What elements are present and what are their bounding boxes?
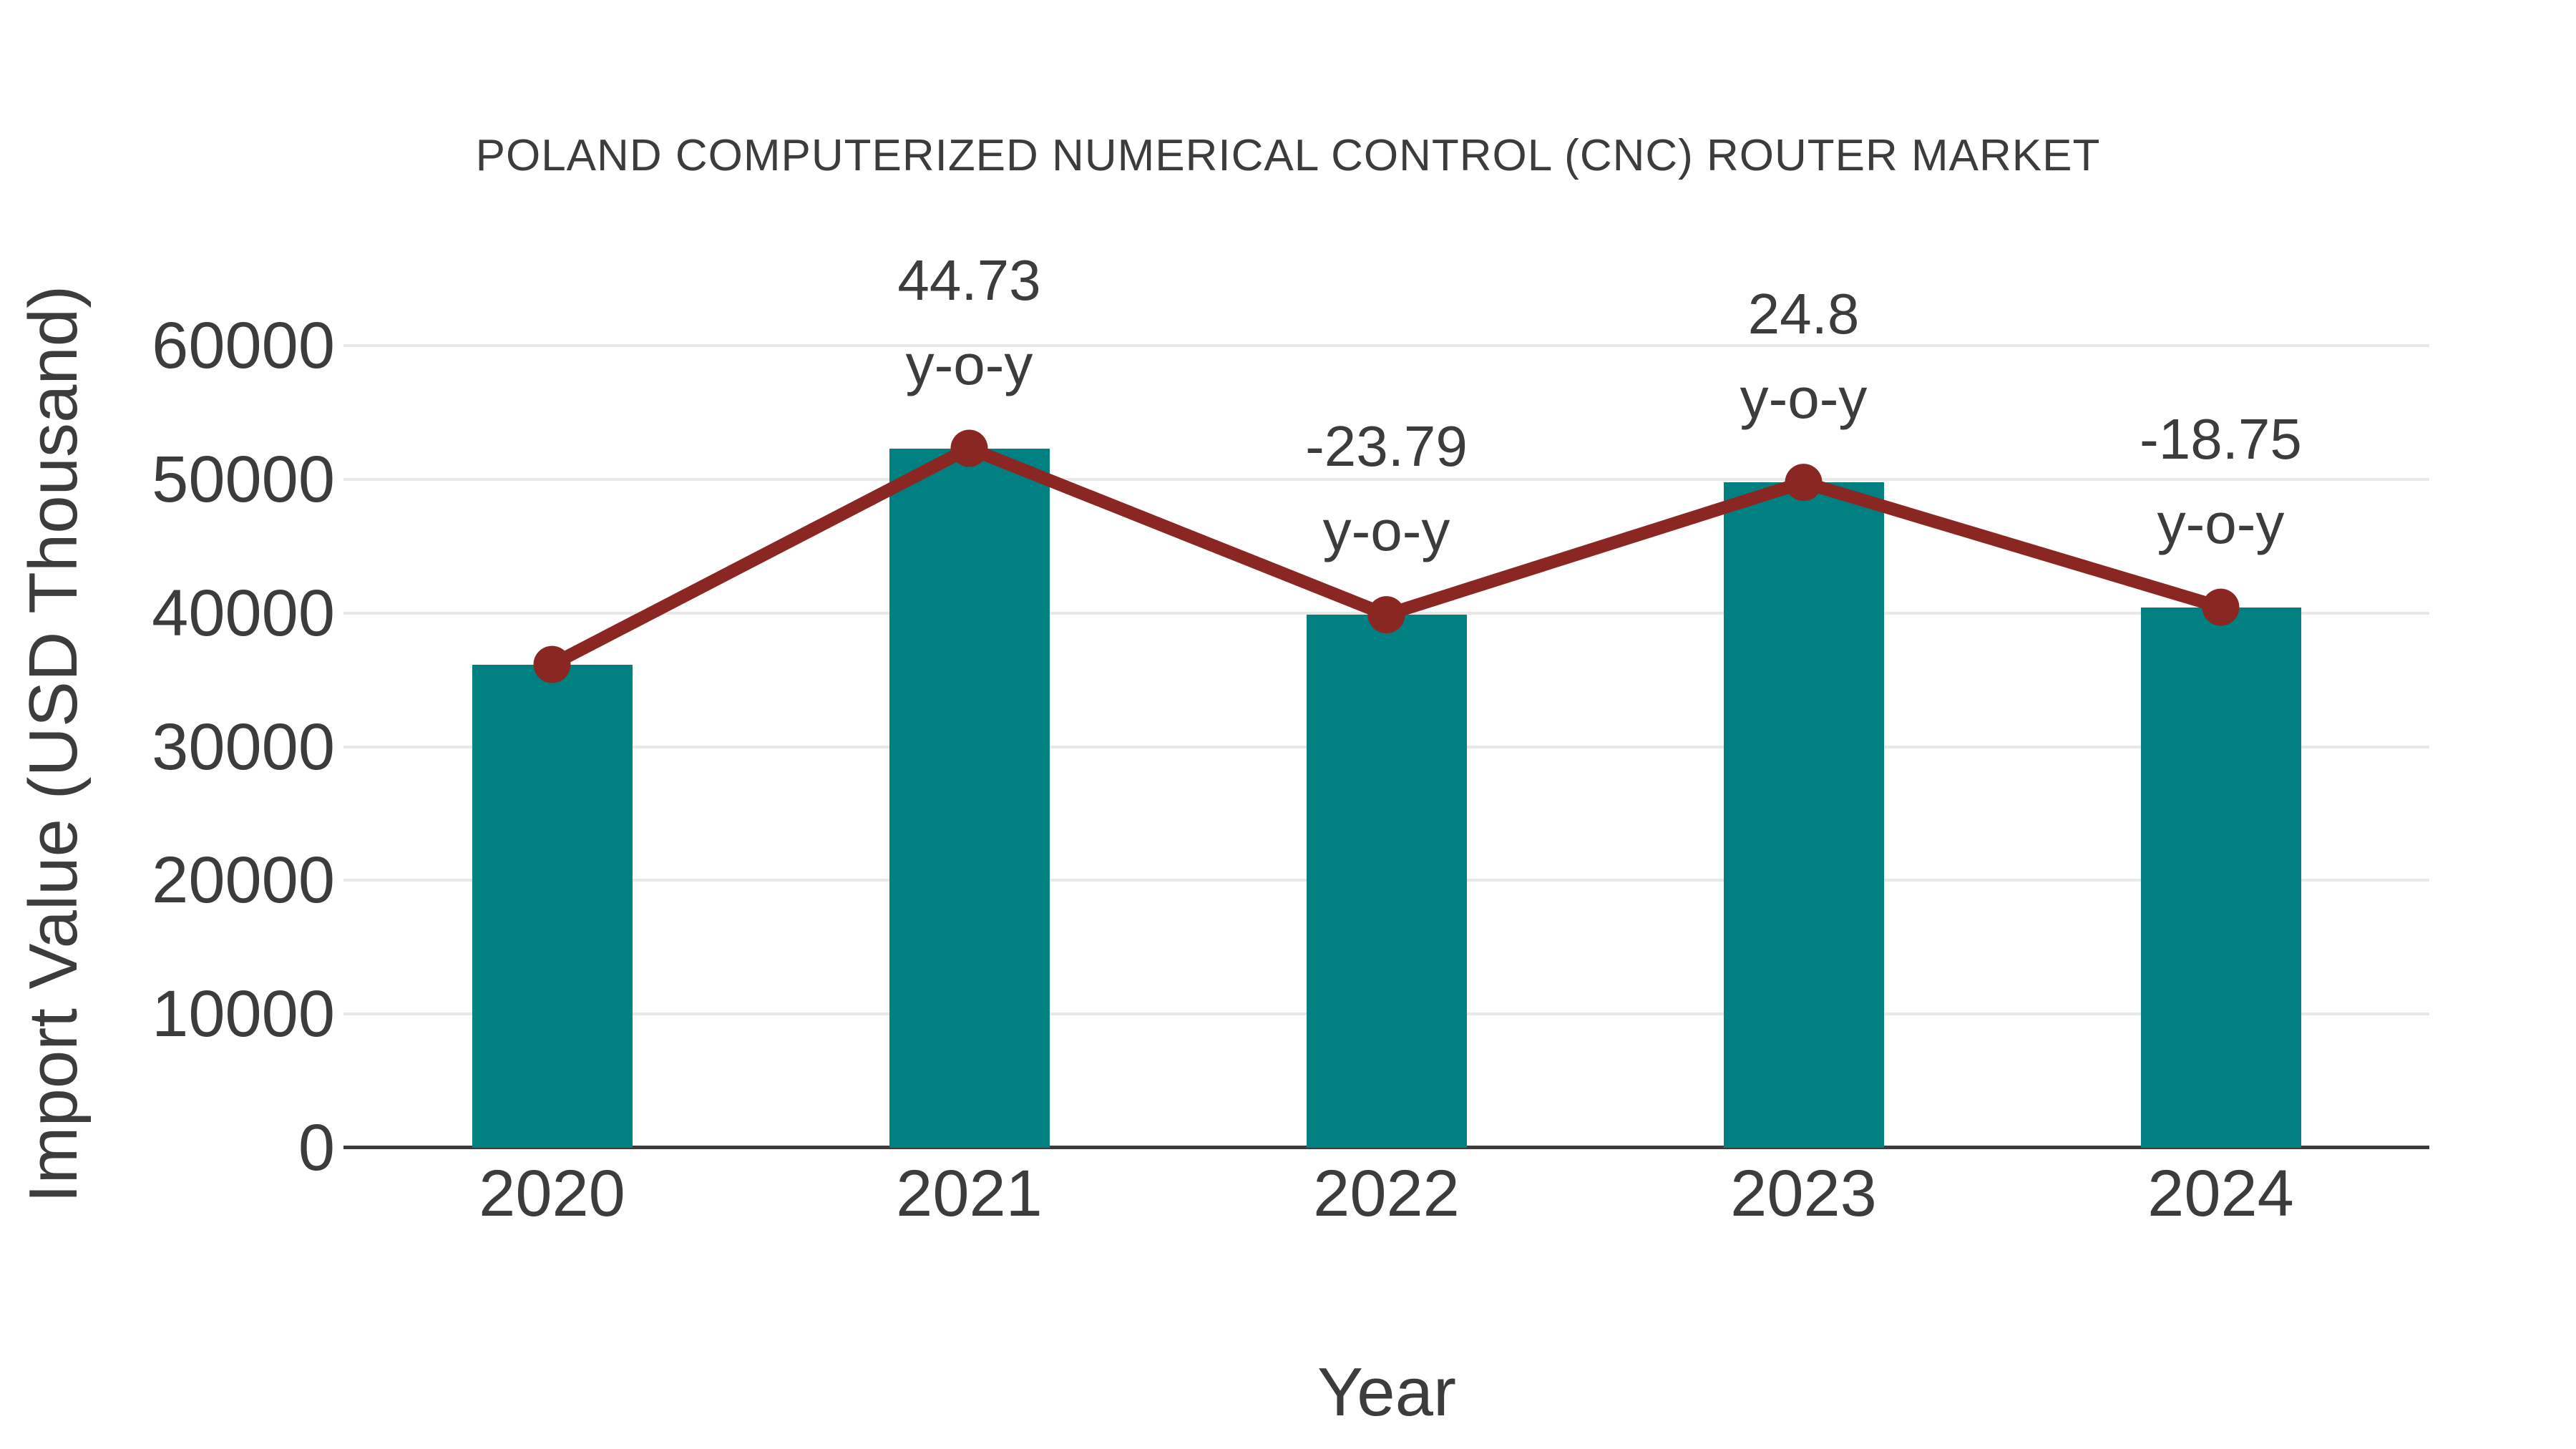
gridline [343, 344, 2429, 347]
y-tick-label: 40000 [152, 576, 335, 650]
y-tick-label: 0 [298, 1111, 335, 1184]
x-tick-label-2022: 2022 [1313, 1157, 1460, 1230]
bar-2021 [889, 448, 1050, 1148]
bar-2024 [2140, 607, 2301, 1148]
trend-marker-2022 [1367, 596, 1405, 634]
bar-2023 [1723, 482, 1884, 1148]
annotation-value: 24.8 [1747, 282, 1860, 346]
x-tick-label-2023: 2023 [1730, 1157, 1877, 1230]
annotation-value: -18.75 [2140, 406, 2302, 471]
x-axis-title: Year [1317, 1354, 1456, 1430]
plot-area: 44.73 y-o-y -23.79 y-o-y 24.8 y-o-y -18.75 y-o-… [343, 248, 2429, 1149]
y-tick-label: 10000 [152, 977, 335, 1051]
bar-2020 [472, 664, 633, 1148]
trend-marker-2023 [1785, 464, 1823, 502]
annotation-suffix: y-o-y [1322, 499, 1450, 563]
x-tick-label-2024: 2024 [2147, 1157, 2294, 1230]
annotation-suffix: y-o-y [1740, 366, 1868, 431]
x-tick-label-2020: 2020 [479, 1157, 625, 1230]
annotation-value: 44.73 [897, 248, 1041, 312]
annotation-suffix: y-o-y [2157, 491, 2285, 555]
y-tick-label: 20000 [152, 844, 335, 917]
annotation-2024: -18.75 y-o-y [2006, 397, 2436, 566]
annotation-2021: 44.73 y-o-y [755, 238, 1184, 407]
trend-line-layer [533, 429, 2240, 683]
bar-2022 [1306, 615, 1467, 1148]
chart-title: POLAND COMPUTERIZED NUMERICAL CONTROL (C… [475, 131, 2101, 180]
y-tick-label: 30000 [152, 710, 335, 784]
gridline [343, 477, 2429, 481]
annotation-2022: -23.79 y-o-y [1172, 404, 1601, 573]
annotation-suffix: y-o-y [905, 332, 1033, 396]
trend-marker-2020 [533, 645, 571, 683]
trend-marker-2021 [950, 429, 988, 467]
annotation-value: -23.79 [1305, 414, 1468, 479]
y-tick-label: 60000 [152, 309, 335, 382]
x-tick-label-2021: 2021 [896, 1157, 1043, 1230]
annotation-2023: 24.8 y-o-y [1589, 272, 2019, 441]
trend-marker-2024 [2202, 588, 2240, 626]
y-tick-label: 50000 [152, 442, 335, 516]
